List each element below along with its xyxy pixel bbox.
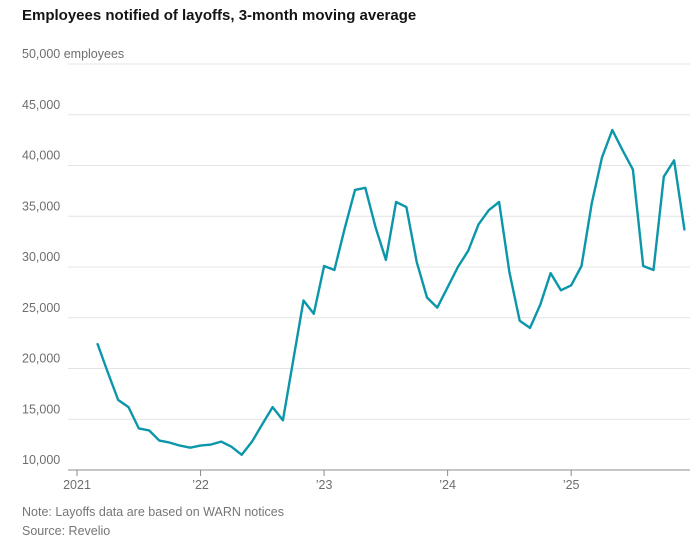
y-tick-label: 30,000 bbox=[22, 250, 60, 264]
y-tick-label: 20,000 bbox=[22, 352, 60, 366]
x-tick-label: ’23 bbox=[316, 478, 333, 492]
y-tick-label: 10,000 bbox=[22, 453, 60, 467]
y-tick-label: 25,000 bbox=[22, 301, 60, 315]
chart-title: Employees notified of layoffs, 3-month m… bbox=[22, 7, 417, 24]
chart-note: Note: Layoffs data are based on WARN not… bbox=[22, 505, 284, 519]
y-tick-label: 15,000 bbox=[22, 402, 60, 416]
x-tick-label: ’25 bbox=[563, 478, 580, 492]
data-line bbox=[96, 128, 686, 456]
x-tick-label: ’24 bbox=[439, 478, 456, 492]
chart-source: Source: Revelio bbox=[22, 524, 111, 538]
x-tick-label: 2021 bbox=[63, 478, 91, 492]
y-tick-label: 45,000 bbox=[22, 98, 60, 112]
y-tick-label: 40,000 bbox=[22, 149, 60, 163]
x-tick-label: ’22 bbox=[192, 478, 209, 492]
y-tick-label: 50,000 employees bbox=[22, 47, 124, 61]
y-tick-label: 35,000 bbox=[22, 199, 60, 213]
